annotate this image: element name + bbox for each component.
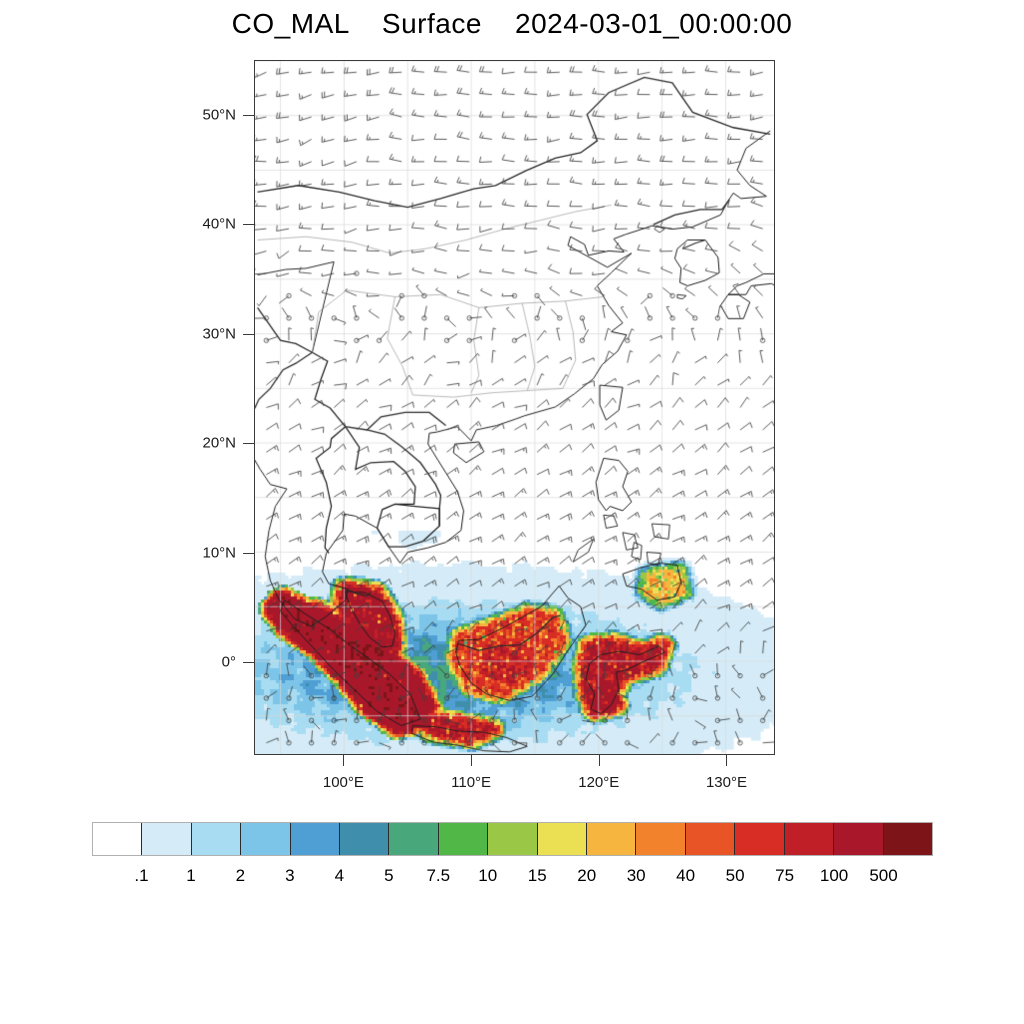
swatch-5-7.5 — [389, 823, 439, 855]
colorbar-tick-7: 10 — [478, 866, 498, 885]
colorbar-tick-1: 1 — [186, 866, 196, 885]
map-plot-area[interactable] — [254, 60, 775, 755]
swatch-50-75 — [735, 823, 785, 855]
lat-tick-label-2: 20°N — [202, 434, 236, 452]
colorbar-tick-5: 5 — [384, 866, 394, 885]
page-title: CO_MAL Surface 2024-03-01_00:00:00 — [231, 8, 793, 39]
colorbar-tick-8: 15 — [527, 866, 547, 885]
swatch-3-4 — [290, 823, 341, 855]
colorbar-tick-13: 75 — [775, 866, 795, 885]
colorbar-tick-0: .1 — [134, 866, 149, 885]
lat-tick-mark-5 — [243, 114, 254, 116]
colorbar-swatches — [92, 822, 933, 856]
colorbar-tick-4: 4 — [334, 866, 345, 885]
lat-tick-mark-3 — [243, 333, 254, 335]
lat-tick-label-1: 10°N — [202, 544, 236, 562]
lat-tick-mark-2 — [243, 443, 254, 445]
wind-barb-canvas — [255, 61, 774, 754]
swatch-75-100 — [784, 823, 835, 855]
swatch-1-2 — [191, 823, 242, 855]
lat-tick-label-4: 40°N — [202, 215, 236, 233]
swatch-30-40 — [636, 823, 686, 855]
lon-tick-label-2: 120°E — [578, 774, 620, 791]
swatch-0.1-1 — [142, 823, 192, 855]
colorbar-tick-10: 30 — [626, 866, 646, 885]
colorbar-tick-3: 3 — [285, 866, 295, 885]
lon-tick-label-0: 100°E — [322, 774, 364, 791]
swatch-15-20 — [537, 823, 588, 855]
swatch-7.5-10 — [438, 823, 489, 855]
colorbar-tick-6: 7.5 — [426, 866, 451, 885]
lon-tick-label-1: 110°E — [451, 774, 492, 791]
colorbar[interactable] — [92, 822, 933, 856]
lat-tick-label-5: 50°N — [202, 106, 236, 124]
lon-tick-mark-2 — [598, 755, 600, 766]
colorbar-tick-11: 40 — [676, 866, 696, 885]
lat-tick-label-0: 0° — [221, 653, 236, 671]
colorbar-tick-labels: .1 1 2 3 4 5 7.5 10 15 20 30 40 50 75 100 500 — [92, 866, 933, 892]
swatch-100-500 — [834, 823, 884, 855]
swatch-10-15 — [488, 823, 538, 855]
lon-tick-mark-3 — [726, 755, 728, 766]
colorbar-tick-2: 2 — [235, 866, 246, 885]
swatch-2-3 — [241, 823, 291, 855]
swatch-above-500 — [883, 823, 932, 855]
lon-tick-mark-1 — [471, 755, 473, 766]
swatch-below-0.1 — [93, 823, 143, 855]
lat-tick-mark-4 — [243, 224, 254, 226]
swatch-4-5 — [340, 823, 390, 855]
swatch-40-50 — [685, 823, 736, 855]
swatch-20-30 — [587, 823, 637, 855]
colorbar-tick-15: 500 — [869, 866, 898, 885]
lon-tick-mark-0 — [343, 755, 345, 766]
colorbar-tick-9: 20 — [577, 866, 597, 885]
lat-tick-label-3: 30°N — [202, 325, 236, 343]
colorbar-tick-14: 100 — [819, 866, 849, 885]
colorbar-tick-12: 50 — [725, 866, 745, 885]
lat-tick-mark-1 — [243, 552, 254, 554]
lon-tick-label-3: 130°E — [705, 774, 747, 791]
lat-tick-mark-0 — [243, 661, 254, 663]
